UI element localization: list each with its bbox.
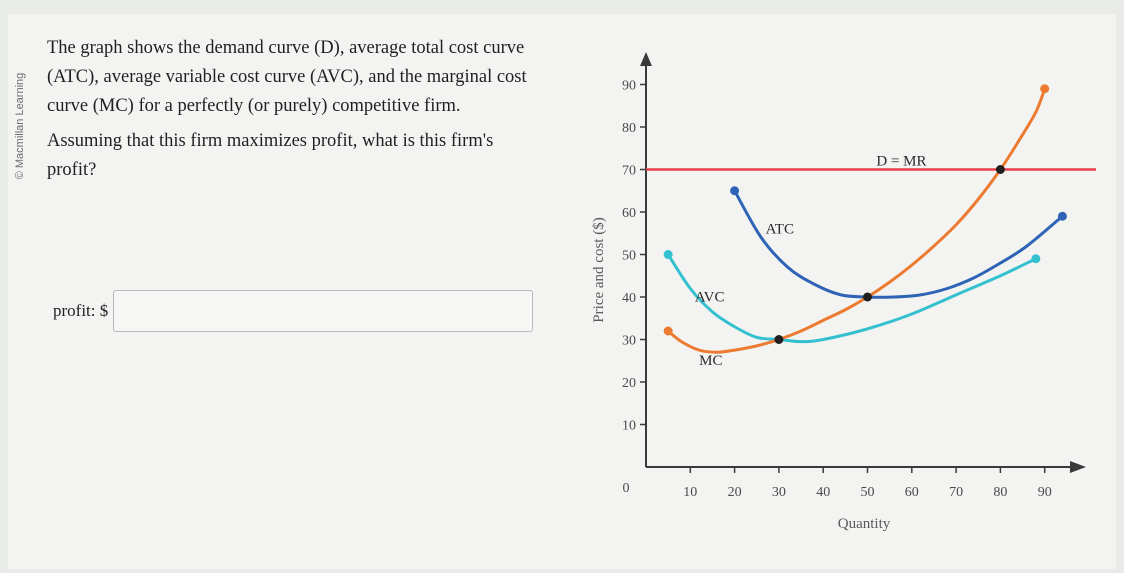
x-axis-title: Quantity <box>838 516 891 532</box>
y-axis-arrow <box>640 52 652 66</box>
x-tick-label: 70 <box>949 485 963 500</box>
series-atc-line <box>733 189 1064 299</box>
series-mc-line <box>666 87 1047 354</box>
data-point <box>863 292 872 302</box>
x-tick-label: 90 <box>1038 485 1052 500</box>
answer-row: profit: $ <box>53 288 534 334</box>
origin-label: 0 <box>623 481 630 496</box>
data-point <box>1031 254 1041 264</box>
question-text: The graph shows the demand curve (D), av… <box>47 34 547 191</box>
y-tick-label: 30 <box>622 334 636 349</box>
y-tick-label: 70 <box>622 164 636 179</box>
question-paragraph-2: Assuming that this firm maximizes profit… <box>47 131 494 180</box>
data-point <box>663 250 673 259</box>
series-avc-line <box>666 253 1038 344</box>
x-tick-label: 30 <box>772 485 786 500</box>
y-tick-label: 40 <box>622 291 636 306</box>
x-tick-label: 80 <box>993 485 1007 500</box>
y-tick-label: 60 <box>622 206 636 221</box>
y-axis-title: Price and cost ($) <box>591 217 607 322</box>
y-tick-label: 50 <box>622 249 636 264</box>
curve-label: ATC <box>766 221 794 237</box>
profit-label: profit: $ <box>53 301 109 320</box>
x-tick-label: 20 <box>728 485 742 500</box>
data-point <box>995 165 1005 174</box>
y-tick-label: 10 <box>622 419 636 434</box>
profit-input[interactable] <box>113 290 534 332</box>
y-tick-label: 80 <box>622 121 636 136</box>
data-point <box>663 326 673 336</box>
question-paragraph-1: The graph shows the demand curve (D), av… <box>47 38 527 116</box>
x-tick-label: 40 <box>816 485 830 500</box>
y-tick-label: 90 <box>622 79 636 94</box>
y-tick-label: 20 <box>622 376 636 391</box>
x-axis-arrow <box>1070 461 1086 473</box>
x-tick-label: 10 <box>683 485 697 500</box>
curve-label: AVC <box>695 289 725 305</box>
x-tick-label: 50 <box>861 485 875 500</box>
data-point <box>1057 211 1067 221</box>
data-point <box>774 335 784 344</box>
x-tick-label: 60 <box>905 485 919 500</box>
data-point <box>730 186 740 196</box>
data-point <box>1040 84 1050 94</box>
curve-label: D = MR <box>876 153 926 169</box>
curve-label: MC <box>699 353 722 369</box>
